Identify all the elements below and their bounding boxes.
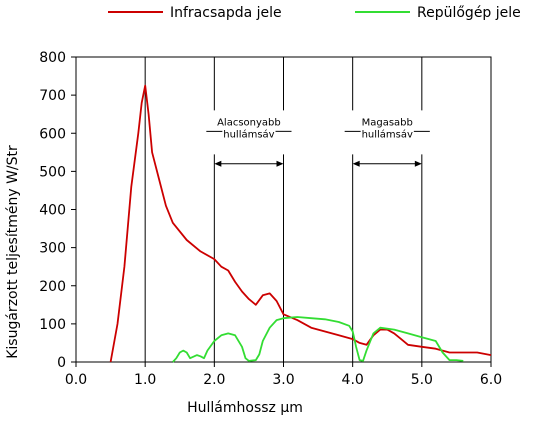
y-tick-label: 700 — [39, 88, 66, 104]
band-label-line: Alacsonyabb — [217, 118, 281, 129]
x-axis: 0.0 1.0 2.0 3.0 4.0 5.0 6.0 — [65, 362, 502, 388]
x-tick-label: 5.0 — [411, 372, 433, 388]
x-tick-label: 1.0 — [134, 372, 156, 388]
arrow-head-left — [352, 160, 360, 167]
y-tick-label: 300 — [39, 241, 66, 257]
band-label-line: Magasabb — [362, 118, 413, 129]
band-label-line: hullámsáv — [223, 129, 274, 141]
y-tick-label: 500 — [39, 164, 66, 180]
y-axis: 0 100 200 300 400 500 600 700 800 — [39, 50, 76, 371]
series-line-1 — [109, 84, 492, 363]
y-tick-label: 200 — [39, 279, 66, 295]
x-axis-title: Hullámhossz µm — [187, 400, 303, 416]
legend: Infracsapda jele Repülőgép jele — [108, 5, 521, 21]
series-line-2 — [172, 316, 464, 363]
y-tick-label: 0 — [57, 355, 66, 371]
y-tick-label: 600 — [39, 126, 66, 142]
x-tick-label: 4.0 — [342, 372, 364, 388]
band-label-box — [339, 110, 436, 155]
arrow-head-right — [276, 160, 284, 167]
plot-area — [75, 56, 492, 363]
band-label-line: hullámsáv — [362, 129, 413, 141]
x-tick-label: 2.0 — [203, 372, 225, 388]
x-tick-label: 6.0 — [480, 372, 502, 388]
x-tick-label: 0.0 — [65, 372, 87, 388]
arrow-head-left — [214, 160, 222, 167]
legend-label-1: Infracsapda jele — [170, 5, 282, 21]
y-tick-label: 100 — [39, 317, 66, 333]
y-tick-label: 800 — [39, 50, 66, 66]
band-label-box — [200, 110, 297, 155]
arrow-head-right — [414, 160, 422, 167]
x-tick-label: 3.0 — [272, 372, 294, 388]
legend-label-2: Repülőgép jele — [417, 5, 521, 21]
y-tick-label: 400 — [39, 203, 66, 219]
y-axis-title: Kisugárzott teljesítmény W/Str — [5, 145, 21, 359]
